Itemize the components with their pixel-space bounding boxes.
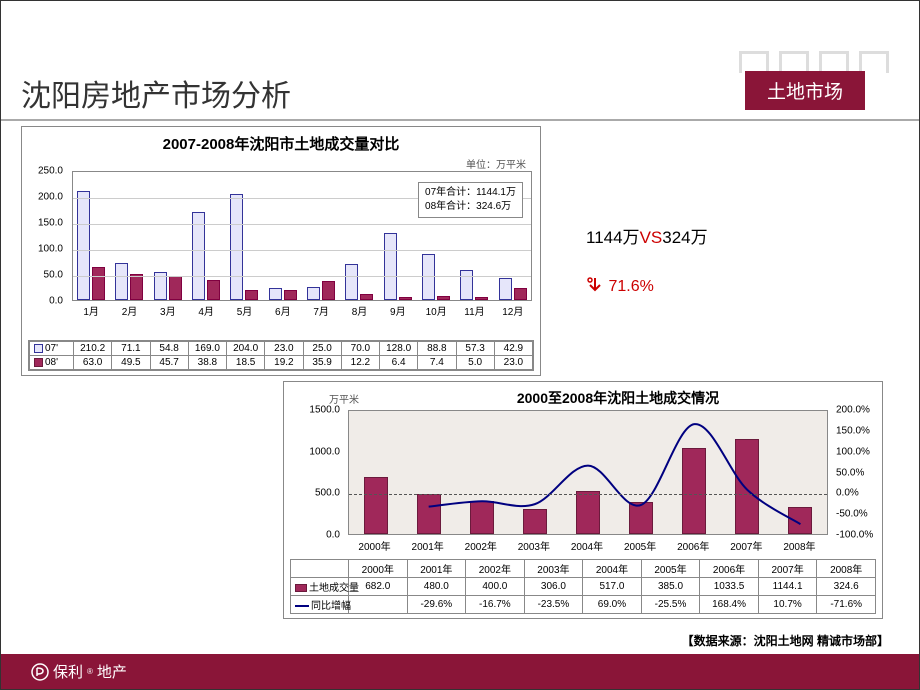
chart1-yaxis: 0.050.0100.0150.0200.0250.0: [22, 171, 67, 301]
chart1-xlabels: 1月2月3月4月5月6月7月8月9月10月11月12月: [72, 303, 532, 319]
chart1-title: 2007-2008年沈阳市土地成交量对比: [22, 127, 540, 156]
chart2-unit: 万平米: [284, 391, 404, 406]
brand-name: 保利: [53, 661, 83, 682]
chart1-unit: 单位：万平米: [22, 156, 540, 171]
chart2-yaxis-left: 0.0500.01000.01500.0: [284, 410, 344, 535]
chart2-bars: [349, 411, 827, 534]
chart2-xlabels: 2000年2001年2002年2003年2004年2005年2006年2007年…: [348, 538, 828, 554]
decorative-squares: [739, 51, 889, 73]
chart1-data-table: 07'210.271.154.8169.0204.023.025.070.012…: [28, 340, 534, 371]
chart1-totals-box: 07年合计：1144.1万 08年合计：324.6万: [418, 182, 523, 218]
brand-suffix: 地产: [97, 661, 127, 682]
down-arrow-icon: [586, 276, 604, 294]
chart2-container: 万平米 2000至2008年沈阳土地成交情况 0.0500.01000.0150…: [283, 381, 883, 619]
chart1-body: 0.050.0100.0150.0200.0250.0 07年合计：1144.1…: [22, 171, 540, 311]
summary-pct-value: 71.6%: [608, 278, 653, 295]
summary-block: 1144万VS324万 71.6%: [586, 223, 708, 296]
page-title: 沈阳房地产市场分析: [21, 71, 291, 115]
chart1-container: 2007-2008年沈阳市土地成交量对比 单位：万平米 0.050.0100.0…: [21, 126, 541, 376]
chart2-plot: [348, 410, 828, 535]
chart1-total-08: 08年合计：324.6万: [425, 200, 516, 214]
chart1-plot: 07年合计：1144.1万 08年合计：324.6万: [72, 171, 532, 301]
chart2-yaxis-right: -100.0%-50.0%0.0%50.0%100.0%150.0%200.0%: [832, 410, 882, 535]
header: 沈阳房地产市场分析 土地市场: [1, 1, 919, 121]
slide: 沈阳房地产市场分析 土地市场 2007-2008年沈阳市土地成交量对比 单位：万…: [0, 0, 920, 690]
logo-icon: [31, 663, 49, 681]
summary-pct: 71.6%: [586, 276, 708, 296]
summary-right: 324万: [662, 228, 707, 247]
brand-logo: 保利 ® 地产: [31, 661, 127, 682]
chart2-body: 0.0500.01000.01500.0 -100.0%-50.0%0.0%50…: [284, 410, 882, 555]
data-source: 【数据来源：沈阳土地网 精诚市场部】: [682, 632, 889, 649]
chart2-data-table: 2000年2001年2002年2003年2004年2005年2006年2007年…: [290, 559, 876, 614]
footer: 保利 ® 地产: [1, 654, 919, 689]
brand-reg: ®: [87, 667, 93, 676]
chart2-title: 2000至2008年沈阳土地成交情况: [404, 388, 882, 408]
chart1-total-07: 07年合计：1144.1万: [425, 186, 516, 200]
section-badge: 土地市场: [745, 71, 865, 110]
summary-left: 1144万: [586, 228, 640, 247]
summary-compare: 1144万VS324万: [586, 223, 708, 248]
summary-vs: VS: [640, 228, 663, 247]
chart2-header: 万平米 2000至2008年沈阳土地成交情况: [284, 382, 882, 410]
